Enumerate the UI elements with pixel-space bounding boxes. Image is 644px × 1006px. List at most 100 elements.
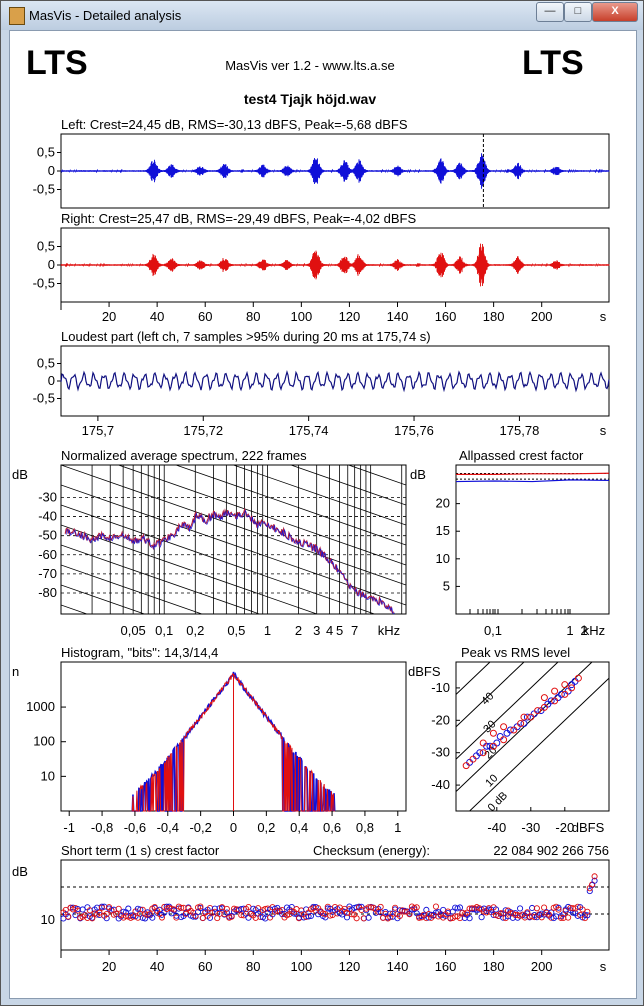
right-x-tick-label: 20 — [102, 309, 116, 324]
spectrum-grid-diagonal — [117, 465, 406, 566]
crest-x-tick-label: s — [600, 959, 607, 974]
spectrum-y-tick-label: -30 — [38, 489, 57, 504]
crest-y-label: dB — [12, 864, 28, 879]
peak-rms-crest-line — [456, 662, 593, 793]
crest-point-right — [223, 905, 230, 912]
crest-point-right — [541, 904, 548, 911]
spectrum-x-tick-label: 5 — [336, 623, 343, 638]
histogram-x-tick-label: -0,4 — [157, 820, 179, 835]
crest-point-left — [137, 906, 144, 913]
title-bar[interactable]: MasVis - Detailed analysis — □ X — [1, 1, 643, 30]
crest-point-left — [584, 912, 591, 919]
close-button[interactable]: X — [592, 2, 638, 22]
peak-rms-x-tick-label: -40 — [487, 820, 506, 835]
spectrum-x-tick-label: 0,1 — [155, 623, 173, 638]
left-waveform — [60, 153, 610, 189]
crest-point-right — [197, 903, 204, 910]
spectrum-plot-frame — [60, 464, 407, 615]
peak-rms-point-right — [540, 694, 548, 702]
crest-point-right — [62, 906, 69, 913]
peak-rms-grid — [456, 662, 609, 811]
allpass-x-tick-label: 0,1 — [484, 623, 502, 638]
peak-rms-point-left — [476, 749, 484, 757]
logo-right: LTS — [522, 44, 584, 82]
crest-point-left — [149, 914, 156, 921]
crest-point-left — [478, 914, 485, 921]
histogram-y-tick-label: 10 — [41, 768, 55, 783]
peak-rms-point-right — [568, 684, 576, 692]
spectrum-grid-diagonal — [61, 504, 376, 614]
crest-x-tick-label: 40 — [150, 959, 164, 974]
minimize-button[interactable]: — — [536, 2, 564, 22]
crest-point-right — [591, 873, 598, 880]
right-title: Right: Crest=25,47 dB, RMS=-29,49 dBFS, … — [61, 211, 416, 226]
crest-point-right — [158, 914, 165, 921]
peak-rms-point-right — [500, 723, 508, 731]
analysis-figure: LTS LTS MasVis ver 1.2 - www.lts.a.se te… — [12, 44, 610, 974]
right-waveform — [60, 243, 610, 287]
spectrum-y-label: dB — [12, 467, 28, 482]
crest-x-tick-label: 120 — [339, 959, 361, 974]
crest-point-left — [324, 905, 331, 912]
histogram-x-tick-label: 0 — [230, 820, 237, 835]
spectrum-y-tick-label: -40 — [38, 509, 57, 524]
spectrum-grid-diagonal — [289, 465, 406, 506]
right-y-tick-label: 0 — [48, 257, 55, 272]
right-x-tick-label: 80 — [246, 309, 260, 324]
peak-rms-y-tick-label: -10 — [431, 680, 450, 695]
peak-rms-crest-line — [468, 677, 609, 811]
peak-rms-crest-line — [456, 662, 491, 696]
crest-point-right — [375, 908, 382, 915]
peak-rms-point-left — [523, 713, 531, 721]
app-icon — [9, 7, 25, 25]
crest-point-right — [89, 915, 96, 922]
crest-point-left — [103, 915, 110, 922]
crest-point-right — [497, 910, 504, 917]
histogram-x-tick-label: 0,4 — [290, 820, 308, 835]
crest-point-right — [377, 903, 384, 911]
crest-point-left — [305, 913, 312, 920]
peak-rms-point-right — [551, 697, 559, 705]
crest-x-tick-label: 180 — [483, 959, 505, 974]
crest-point-left — [343, 914, 351, 921]
spectrum-x-tick-label: 0,2 — [186, 623, 204, 638]
allpass-x-tick-label: 1 — [566, 623, 573, 638]
crest-x-tick-label: 20 — [102, 959, 116, 974]
loudest-x-tick-label: 175,76 — [394, 423, 434, 438]
crest-point-right — [584, 908, 591, 915]
loudest-x-tick-label: 175,72 — [183, 423, 223, 438]
maximize-button[interactable]: □ — [564, 2, 592, 22]
spectrum-x-tick-label: 3 — [313, 623, 320, 638]
spectrum-grid-diagonal — [232, 465, 406, 526]
loudest-y-tick-label: 0 — [48, 373, 55, 388]
crest-point-left — [307, 912, 315, 920]
right-y-tick-label: 0,5 — [37, 239, 55, 254]
loudest-x-tick-label: 175,7 — [82, 423, 115, 438]
right-x-tick-label: 120 — [339, 309, 361, 324]
crest-point-left — [206, 914, 214, 921]
loudest-title: Loudest part (left ch, 7 samples >95% du… — [61, 329, 431, 344]
spectrum-x-tick-label: 4 — [326, 623, 333, 638]
crest-point-left — [517, 905, 524, 912]
crest-point-left — [586, 888, 593, 895]
crest-point-left — [555, 904, 562, 911]
peak-rms-point-right — [561, 681, 569, 689]
crest-x-tick-label: 160 — [435, 959, 457, 974]
spectrum-y-tick-label: -60 — [38, 547, 57, 562]
crest-point-left — [365, 914, 372, 921]
loudest-y-tick-label: 0,5 — [37, 356, 55, 371]
peak-rms-y-label: dBFS — [408, 664, 441, 679]
allpass-y-tick-label: 20 — [436, 496, 450, 511]
crest-point-right — [368, 904, 375, 911]
right-x-tick-label: 160 — [435, 309, 457, 324]
app-version: MasVis ver 1.2 - www.lts.a.se — [225, 58, 395, 73]
spectrum-x-tick-label: kHz — [378, 623, 400, 638]
crest-point-left — [456, 904, 464, 911]
peak-rms-x-tick-label: -30 — [521, 820, 540, 835]
spectrum-y-tick-label: -50 — [38, 528, 57, 543]
crest-point-right — [96, 909, 103, 916]
spectrum-curve — [64, 507, 395, 614]
peak-rms-y-tick-label: -20 — [431, 712, 450, 727]
histogram-x-tick-label: -0,2 — [189, 820, 211, 835]
crest-x-tick-label: 140 — [387, 959, 409, 974]
